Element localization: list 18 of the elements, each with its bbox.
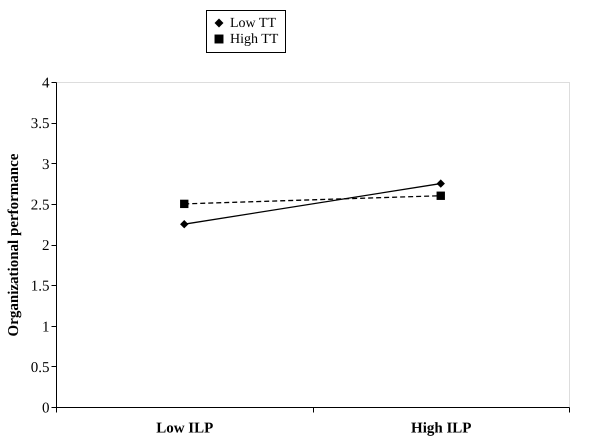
y-tick-label: 3.5 [30,116,50,132]
point [436,192,445,200]
y-tick-label: 1 [42,319,50,336]
y-axis-title: Organizational performance [6,153,22,336]
x-tick-label: High ILP [411,420,472,436]
point [436,179,445,188]
y-tick-label: 0 [42,400,50,416]
y-tick-label: 3 [42,156,50,173]
y-tick-label: 1.5 [30,278,50,295]
legend-label: High TT [230,32,279,47]
y-tick-label: 0.5 [30,360,50,376]
legend-label: Low TT [230,16,276,31]
point [180,200,188,208]
point [180,220,188,228]
x-tick-label: Low ILP [156,420,214,436]
y-tick-label: 2.5 [30,197,50,214]
y-tick-label: 4 [42,76,50,92]
y-tick-label: 2 [42,238,50,254]
